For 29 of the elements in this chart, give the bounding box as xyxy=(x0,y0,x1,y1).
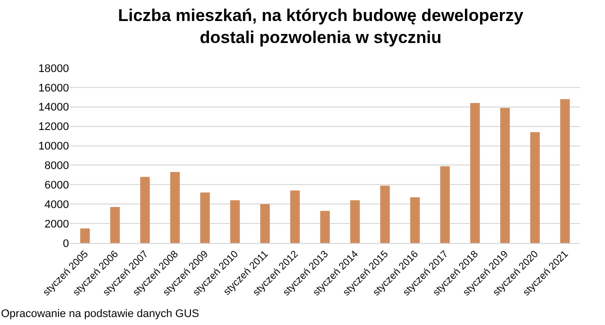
bar xyxy=(500,108,510,243)
y-tick-label: 12000 xyxy=(38,121,69,134)
bar xyxy=(110,207,120,243)
y-tick-label: 10000 xyxy=(38,140,69,153)
y-tick-label: 16000 xyxy=(38,82,69,94)
bar xyxy=(200,192,210,243)
y-tick-label: 8000 xyxy=(44,160,69,172)
y-tick-label: 0 xyxy=(62,238,69,250)
text: Opracowanie na podstawie danych GUS xyxy=(1,308,200,320)
bar xyxy=(350,200,360,243)
y-tick-label: 6000 xyxy=(44,180,69,192)
y-tick-label: 18000 xyxy=(38,62,69,75)
y-tick-label: 14000 xyxy=(38,102,69,114)
bar xyxy=(230,200,240,243)
bar xyxy=(320,210,330,243)
bar xyxy=(140,176,150,243)
chart-title: Liczba mieszkań, na których budowę deweloperzy dostali pozwolenia w styczniu xyxy=(118,6,524,48)
bar xyxy=(260,204,270,243)
bar xyxy=(440,166,450,243)
bar xyxy=(290,190,300,243)
bar xyxy=(560,99,570,243)
y-tick-label: 4000 xyxy=(44,198,69,211)
bar xyxy=(470,103,480,243)
y-tick-label: 2000 xyxy=(44,218,69,230)
bar xyxy=(410,197,420,243)
bar xyxy=(380,186,390,243)
bar xyxy=(170,172,180,243)
bar xyxy=(80,228,90,243)
bar xyxy=(530,132,540,243)
